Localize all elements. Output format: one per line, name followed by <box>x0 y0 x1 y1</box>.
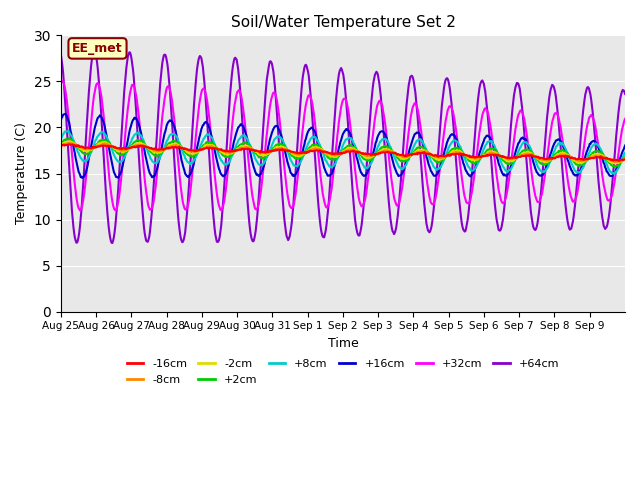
-16cm <box>228 148 236 154</box>
+2cm <box>434 159 442 165</box>
+16cm <box>403 158 410 164</box>
+32cm <box>228 122 236 128</box>
-2cm <box>402 156 410 161</box>
Text: EE_met: EE_met <box>72 42 123 55</box>
+32cm <box>57 80 65 86</box>
X-axis label: Time: Time <box>328 337 358 350</box>
Line: +16cm: +16cm <box>61 114 625 178</box>
+32cm <box>435 179 442 184</box>
Line: -16cm: -16cm <box>61 144 625 161</box>
+64cm <box>278 181 285 187</box>
Line: -8cm: -8cm <box>61 143 625 162</box>
+8cm <box>228 154 236 160</box>
+64cm <box>257 172 264 178</box>
-8cm <box>57 142 65 148</box>
+16cm <box>228 146 236 152</box>
+64cm <box>90 48 98 53</box>
-8cm <box>228 149 236 155</box>
-2cm <box>255 152 263 158</box>
+8cm <box>434 167 442 172</box>
-8cm <box>616 159 624 165</box>
-2cm <box>612 161 620 167</box>
+32cm <box>76 208 84 214</box>
-16cm <box>621 156 629 162</box>
-8cm <box>124 146 132 152</box>
-2cm <box>277 144 285 150</box>
+32cm <box>257 193 264 199</box>
+2cm <box>65 135 73 141</box>
+2cm <box>228 152 236 158</box>
Title: Soil/Water Temperature Set 2: Soil/Water Temperature Set 2 <box>230 15 456 30</box>
+16cm <box>621 143 629 148</box>
+64cm <box>109 240 116 246</box>
+2cm <box>402 157 410 163</box>
+16cm <box>57 117 65 123</box>
-16cm <box>124 145 132 151</box>
+32cm <box>58 78 66 84</box>
+2cm <box>277 142 285 147</box>
-2cm <box>124 146 132 152</box>
+16cm <box>125 133 132 139</box>
-8cm <box>402 154 410 159</box>
Line: +32cm: +32cm <box>61 81 625 211</box>
Line: +64cm: +64cm <box>61 50 625 243</box>
-2cm <box>228 151 236 156</box>
Line: -2cm: -2cm <box>61 141 625 164</box>
-16cm <box>402 152 410 158</box>
+32cm <box>403 147 410 153</box>
-2cm <box>434 157 442 163</box>
-8cm <box>255 150 263 156</box>
-2cm <box>57 143 65 149</box>
-8cm <box>434 155 442 160</box>
+64cm <box>435 150 442 156</box>
+32cm <box>621 116 629 122</box>
Line: +2cm: +2cm <box>61 138 625 167</box>
-8cm <box>277 145 285 151</box>
+8cm <box>277 135 285 141</box>
+8cm <box>57 137 65 143</box>
+64cm <box>125 51 132 57</box>
+16cm <box>61 111 69 117</box>
+8cm <box>255 162 263 168</box>
+2cm <box>57 141 65 147</box>
+64cm <box>228 68 236 74</box>
+2cm <box>255 155 263 160</box>
-16cm <box>434 154 442 159</box>
-16cm <box>65 141 73 147</box>
-16cm <box>277 147 285 153</box>
-16cm <box>615 158 623 164</box>
+8cm <box>609 171 617 177</box>
Line: +8cm: +8cm <box>61 131 625 174</box>
-16cm <box>57 143 65 148</box>
+2cm <box>621 155 629 160</box>
+2cm <box>612 164 620 169</box>
+64cm <box>57 51 65 57</box>
Legend: -16cm, -8cm, -2cm, +2cm, +8cm, +16cm, +32cm, +64cm: -16cm, -8cm, -2cm, +2cm, +8cm, +16cm, +3… <box>122 355 564 389</box>
+16cm <box>257 171 264 177</box>
+8cm <box>65 128 72 133</box>
+8cm <box>621 150 629 156</box>
+32cm <box>125 101 132 107</box>
-16cm <box>255 148 263 154</box>
-2cm <box>64 138 72 144</box>
+8cm <box>124 146 132 152</box>
+16cm <box>78 175 86 181</box>
+8cm <box>402 162 410 168</box>
+32cm <box>278 136 285 142</box>
-8cm <box>66 140 74 145</box>
-8cm <box>621 156 629 162</box>
+16cm <box>435 169 442 175</box>
Y-axis label: Temperature (C): Temperature (C) <box>15 122 28 225</box>
+2cm <box>124 147 132 153</box>
+64cm <box>403 102 410 108</box>
+64cm <box>621 91 629 97</box>
+16cm <box>278 133 285 139</box>
-2cm <box>621 156 629 161</box>
